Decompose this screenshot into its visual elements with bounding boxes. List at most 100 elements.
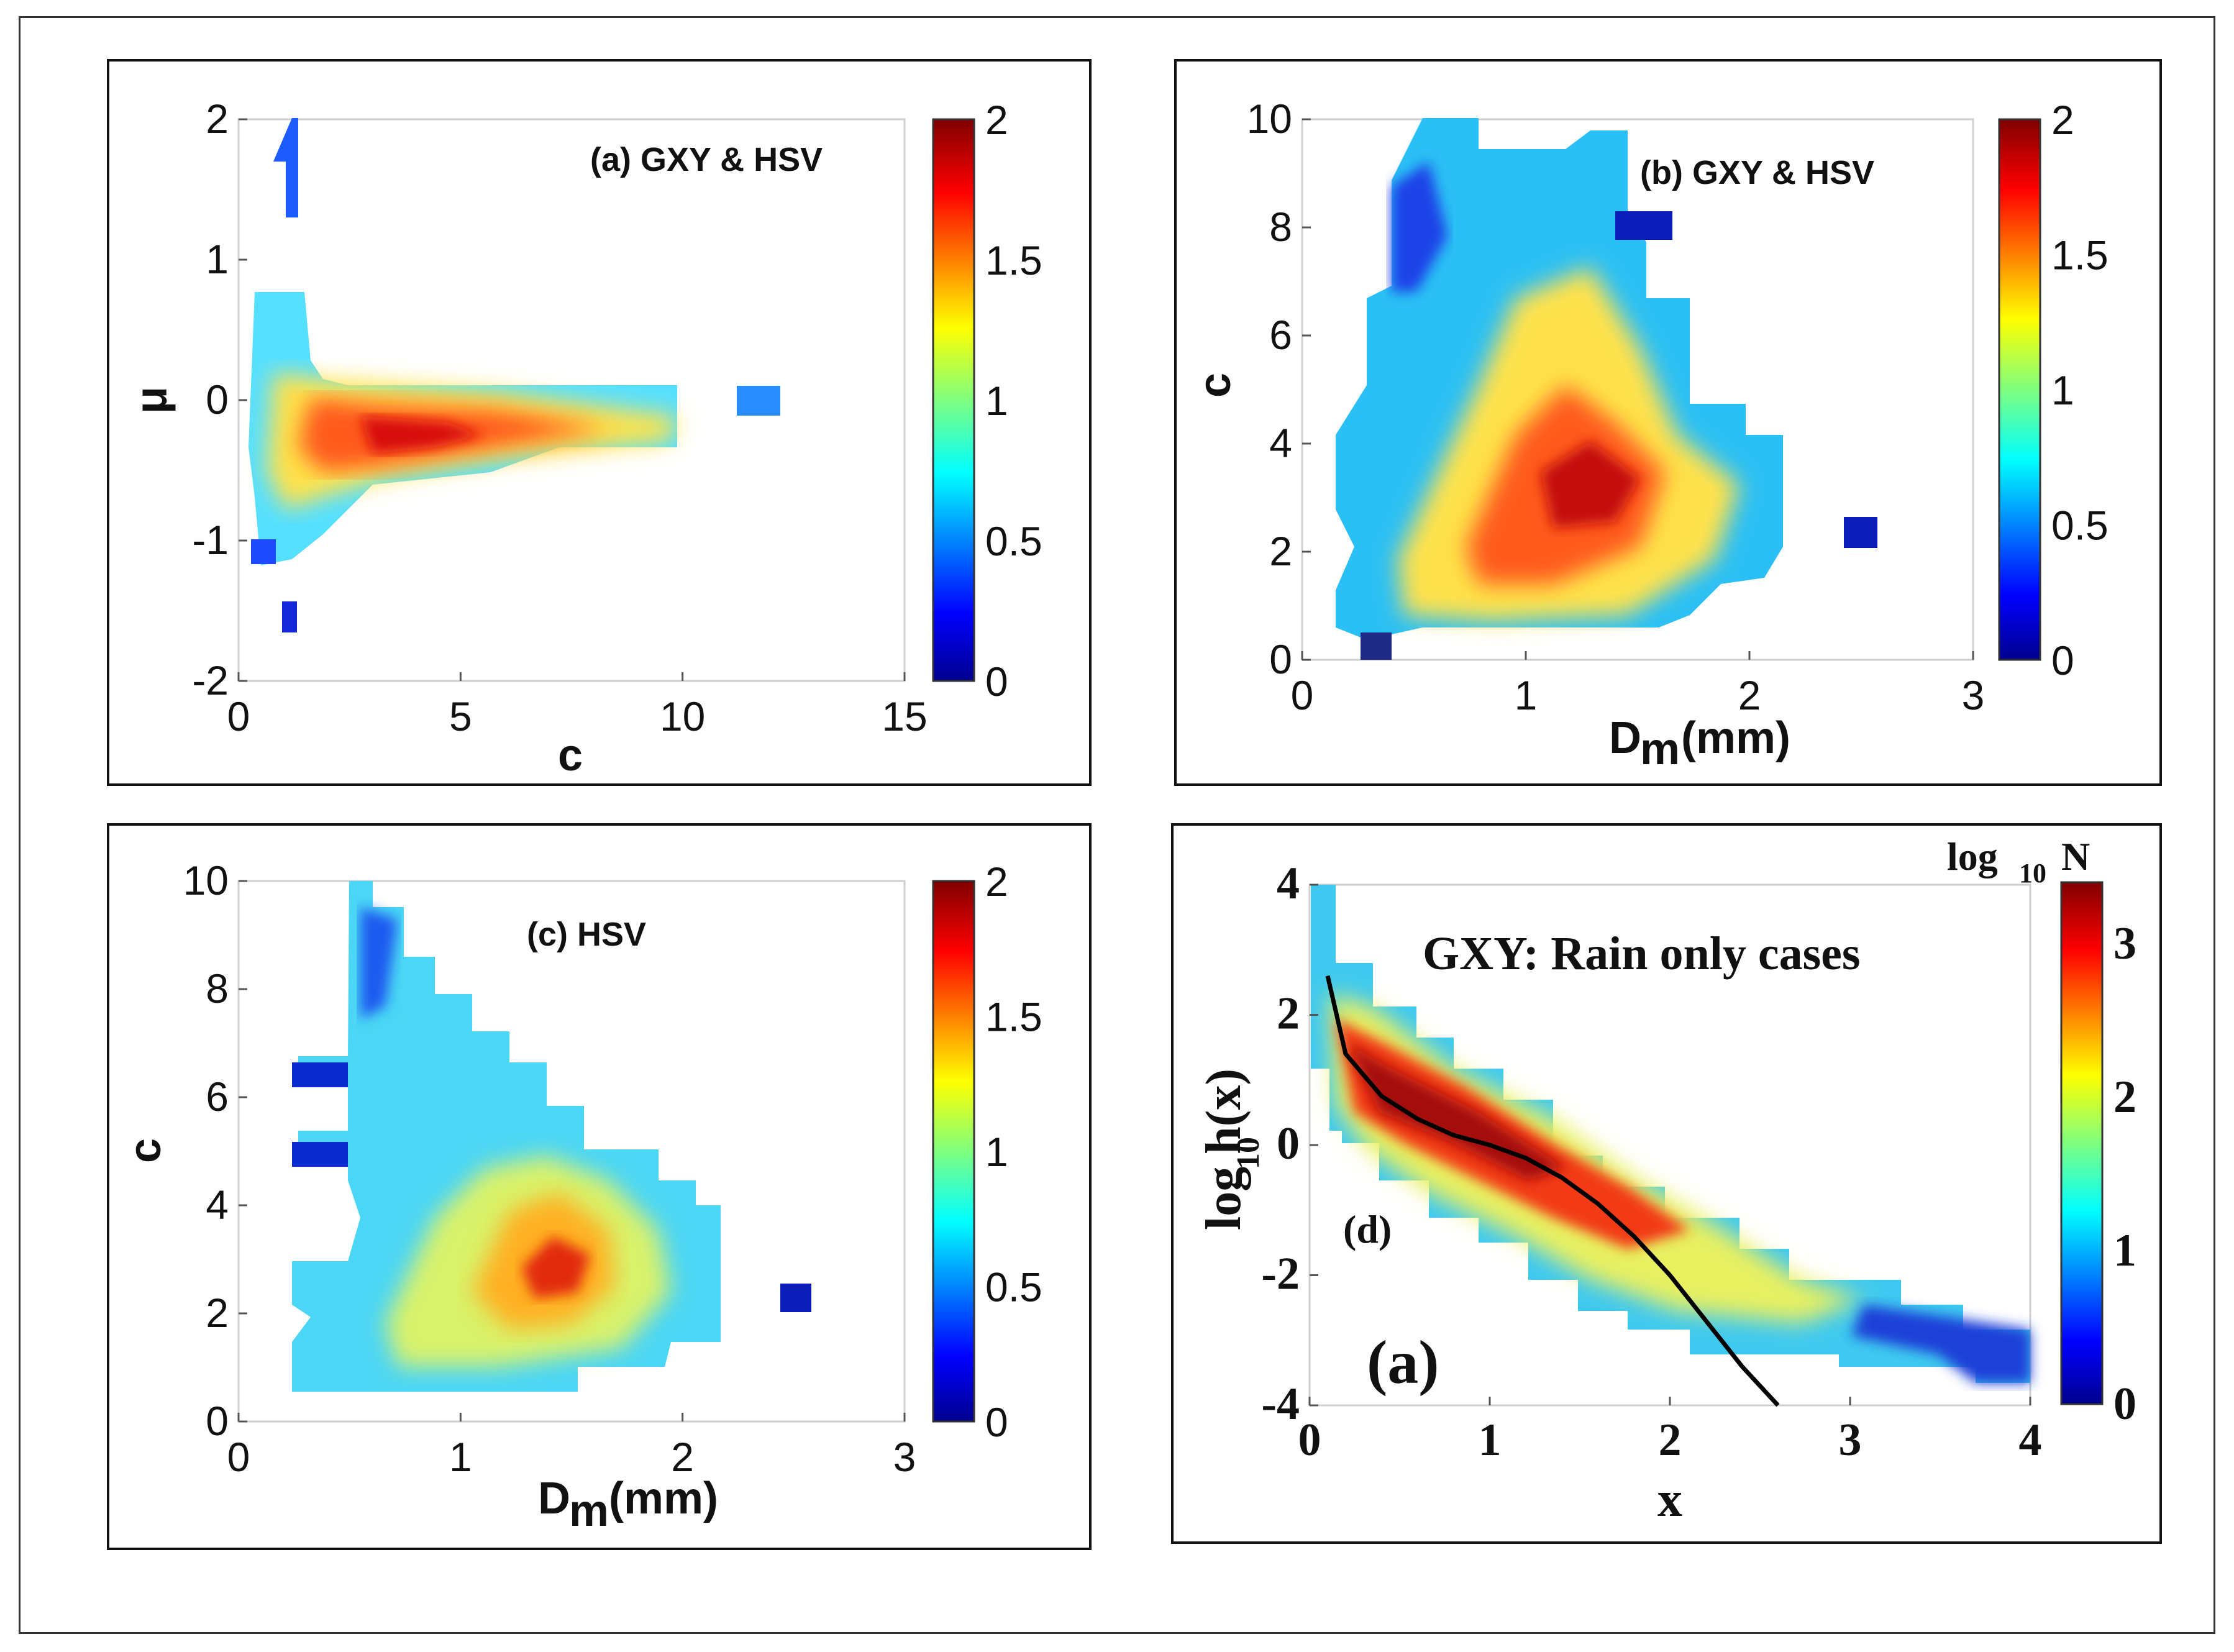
panel-c-ytick-label: 10 bbox=[183, 857, 229, 903]
panel-a-colorbar-tick-label: 0.5 bbox=[985, 518, 1042, 564]
panel-c-heatmap bbox=[292, 881, 811, 1392]
panel-b-xtick-label: 0 bbox=[1291, 672, 1314, 718]
panel-b-ytick-label: 4 bbox=[1269, 420, 1292, 466]
panel-d-heatmap bbox=[1311, 885, 2030, 1407]
svg-text:10: 10 bbox=[2019, 858, 2046, 888]
panel-b-isolated-cell bbox=[1615, 211, 1672, 240]
panel-c-colorbar-tick-label: 0.5 bbox=[985, 1264, 1042, 1310]
panel-a: 0 5 10 15 -2 -1 0 1 2 0 0.5 1 1.5 2 (a) GXY & HSV c μ bbox=[127, 96, 1042, 780]
panel-b-xlabel: D m (mm) bbox=[1609, 713, 1790, 774]
panel-d-xtick-label: 2 bbox=[1659, 1415, 1682, 1466]
panel-b-heat-region bbox=[1336, 118, 1783, 640]
panel-b-colorbar-tick-label: 2 bbox=[2051, 97, 2074, 143]
panel-c-xtick-label: 0 bbox=[227, 1434, 250, 1480]
panel-c-ylabel: c bbox=[121, 1138, 170, 1163]
panel-b-ytick-label: 2 bbox=[1269, 528, 1292, 574]
panel-b-colorbar-tick-label: 0.5 bbox=[2051, 503, 2109, 549]
svg-text:(mm): (mm) bbox=[1681, 713, 1790, 763]
panel-d-xtick-label: 1 bbox=[1479, 1415, 1502, 1466]
panel-b-ytick-label: 8 bbox=[1269, 204, 1292, 250]
panel-c-colorbar-tick-label: 0 bbox=[985, 1399, 1008, 1445]
panel-c-colorbar-tick-label: 1 bbox=[985, 1129, 1008, 1175]
panel-b-ytick-label: 10 bbox=[1247, 96, 1292, 142]
panel-c-ytick-label: 0 bbox=[206, 1398, 229, 1444]
panel-d-inner-tag: (a) bbox=[1367, 1328, 1439, 1397]
panel-a-colorbar-tick-label: 0 bbox=[985, 659, 1008, 705]
panel-d-colorbar-tick-label: 2 bbox=[2113, 1072, 2136, 1123]
panel-d-xtick-label: 3 bbox=[1839, 1415, 1862, 1466]
svg-text:log: log bbox=[1947, 834, 1998, 878]
panel-c-isolated-cell bbox=[292, 1062, 348, 1087]
panel-c-isolated-cell bbox=[780, 1284, 811, 1312]
panel-a-ytick-label: 2 bbox=[206, 96, 229, 142]
panel-c-colorbar-tick-label: 2 bbox=[985, 859, 1008, 905]
panel-a-colorbar-tick-label: 1.5 bbox=[985, 237, 1042, 283]
panel-a-ytick-label: -2 bbox=[192, 657, 229, 703]
panel-d-ytick-label: 2 bbox=[1277, 988, 1300, 1039]
panel-a-ytick-label: -1 bbox=[192, 517, 229, 563]
panel-b-colorbar-tick-label: 0 bbox=[2051, 637, 2074, 683]
panel-a-ylabel: μ bbox=[127, 386, 176, 414]
panel-c-colorbar bbox=[932, 880, 975, 1423]
panel-b-ylabel: c bbox=[1190, 373, 1240, 398]
panel-c-ytick-label: 8 bbox=[206, 965, 229, 1011]
panel-a-isolated-cell bbox=[251, 539, 276, 564]
panel-c-isolated-cell bbox=[292, 1142, 348, 1167]
panel-b-ytick-label: 6 bbox=[1269, 312, 1292, 358]
panel-c-colorbar-tick-label: 1.5 bbox=[985, 994, 1042, 1040]
panel-d-ytick-label: 0 bbox=[1277, 1118, 1300, 1169]
panel-b-ytick-label: 0 bbox=[1269, 636, 1292, 682]
panel-c-xtick-label: 2 bbox=[671, 1434, 694, 1480]
svg-text:10: 10 bbox=[1231, 1137, 1266, 1169]
panel-d-xtick-label: 0 bbox=[1298, 1415, 1321, 1466]
panel-a-heatmap bbox=[248, 118, 780, 632]
svg-text:D: D bbox=[538, 1474, 570, 1523]
fit-curve bbox=[1325, 975, 1780, 1407]
panel-c-xtick-label: 3 bbox=[893, 1434, 916, 1480]
panel-a-isolated-cell bbox=[737, 386, 780, 416]
panel-d-colorbar-label: log 10 N bbox=[1947, 834, 2090, 888]
panel-b-title: (b) GXY & HSV bbox=[1640, 154, 1874, 191]
svg-text:m: m bbox=[569, 1486, 609, 1536]
panel-c-ytick-label: 2 bbox=[206, 1290, 229, 1336]
panel-c-title: (c) HSV bbox=[527, 916, 646, 953]
panel-b-heatmap bbox=[1336, 118, 1877, 660]
svg-text:D: D bbox=[1609, 713, 1641, 763]
panel-c-xtick-label: 1 bbox=[449, 1434, 472, 1480]
panel-a-xtick-label: 10 bbox=[660, 693, 705, 739]
panel-d-colorbar-tick-label: 1 bbox=[2113, 1225, 2136, 1276]
panel-d-colorbar-tick-label: 3 bbox=[2113, 918, 2136, 969]
panel-b-colorbar bbox=[1998, 118, 2041, 661]
panel-a-ytick-label: 1 bbox=[206, 236, 229, 282]
panel-d: 0 1 2 3 4 -4 -2 0 2 4 0 1 2 3 GXY: Rain only cases (d… bbox=[1197, 834, 2136, 1527]
panel-d-colorbar-tick-label: 0 bbox=[2113, 1379, 2136, 1430]
panel-b-xtick-label: 1 bbox=[1515, 672, 1538, 718]
panel-c-xlabel: D m (mm) bbox=[538, 1474, 718, 1536]
panel-a-colorbar-tick-label: 2 bbox=[985, 97, 1008, 143]
figure-frame bbox=[19, 16, 2215, 1634]
panel-b-isolated-cell bbox=[1844, 517, 1877, 548]
panel-d-ytick-label: -4 bbox=[1261, 1379, 1300, 1430]
panel-a-colorbar-tick-label: 1 bbox=[985, 378, 1008, 424]
panel-b-xtick-label: 2 bbox=[1738, 672, 1761, 718]
panel-c-ytick-label: 4 bbox=[206, 1182, 229, 1228]
panel-d-tag: (d) bbox=[1343, 1207, 1392, 1251]
panel-b-colorbar-tick-label: 1 bbox=[2051, 367, 2074, 413]
panel-d-ylabel: log h(x) 10 bbox=[1197, 1069, 1266, 1230]
panel-a-heat-region bbox=[248, 118, 677, 565]
panel-a-ytick-label: 0 bbox=[206, 376, 229, 422]
svg-text:log h(x): log h(x) bbox=[1197, 1069, 1251, 1230]
panel-a-xlabel: c bbox=[558, 731, 583, 780]
panel-a-xtick-label: 15 bbox=[882, 693, 927, 739]
svg-text:N: N bbox=[2061, 834, 2090, 878]
panel-a-xtick-label: 0 bbox=[227, 693, 250, 739]
panel-d-title: GXY: Rain only cases bbox=[1423, 928, 1860, 980]
panel-c: 0 1 2 3 0 2 4 6 8 10 0 0.5 1 1.5 2 (c) HSV D m (mm) c bbox=[121, 857, 1042, 1536]
panel-a-xtick-label: 5 bbox=[449, 693, 472, 739]
panel-d-xlabel: x bbox=[1657, 1472, 1682, 1527]
panel-c-ytick-label: 6 bbox=[206, 1074, 229, 1120]
panel-d-xtick-label: 4 bbox=[2019, 1415, 2042, 1466]
svg-text:(mm): (mm) bbox=[609, 1474, 718, 1523]
panel-b: 0 1 2 3 0 2 4 6 8 10 0 0.5 1 1.5 2 (b) GXY & HSV D m (… bbox=[1190, 96, 2109, 774]
